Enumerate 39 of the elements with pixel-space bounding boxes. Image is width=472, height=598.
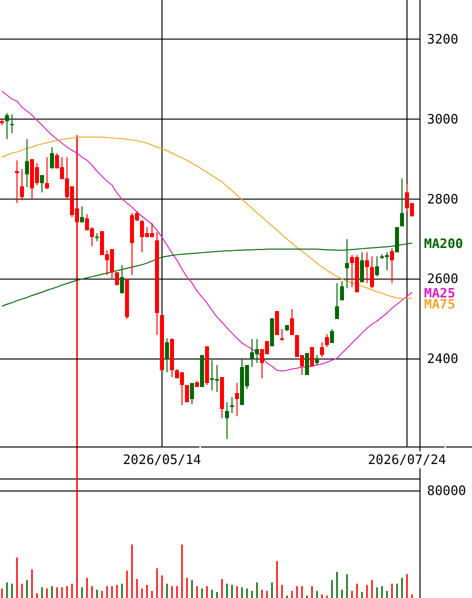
candlestick [165,338,169,373]
candlestick [230,396,234,414]
candlestick [80,206,84,223]
line-series [2,90,412,372]
candlestick [45,156,49,190]
candlestick [5,112,9,140]
candlestick [280,328,284,342]
candlestick [370,256,374,289]
candlestick [50,146,54,169]
y-tick-label: 3200 [427,32,458,48]
y-tick-label: 3000 [427,112,458,128]
candlestick [390,248,394,284]
candlestick [290,308,294,336]
candlestick [225,402,229,440]
x-tick-label: 2026/05/14 [122,453,202,468]
candlestick [190,382,194,405]
candlestick [15,160,19,204]
line-series [2,136,412,299]
candlestick [330,328,334,344]
y-tick-label: 2400 [427,352,458,368]
candlestick [360,252,364,283]
candlestick [335,282,339,320]
candlestick [315,354,319,366]
y-tick-label: 2800 [427,192,458,208]
y-tick-label: 2600 [427,272,458,288]
candlestick [120,264,124,294]
candlestick [365,252,369,284]
candlestick [20,168,24,201]
candlestick [375,256,379,277]
candlestick [325,334,329,348]
candlestick [400,178,404,227]
candlestick [320,342,324,358]
y-tick-label: 80000 [427,484,466,500]
candlestick [340,280,344,301]
series-label: MA200 [424,237,464,252]
candlestick [235,382,239,417]
series-label: MA75 [424,297,456,312]
candlestick [40,174,44,193]
candlestick [25,138,29,188]
